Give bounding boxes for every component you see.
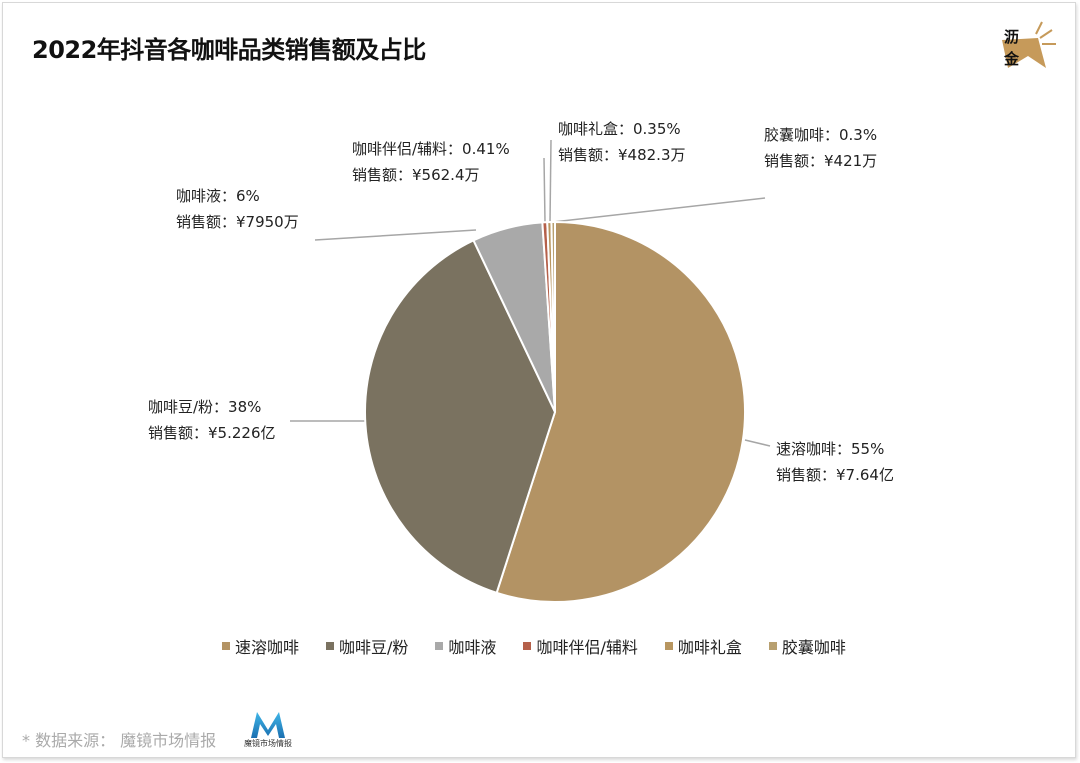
legend-label: 咖啡豆/粉: [339, 638, 409, 657]
leader-line: [543, 157, 546, 223]
legend-swatch: [435, 642, 444, 650]
legend-swatch: [523, 642, 532, 650]
label-pct: 咖啡豆/粉：38%: [148, 398, 262, 416]
chart-title: 2022年抖音各咖啡品类销售额及占比: [32, 36, 426, 64]
svg-text:金: 金: [1003, 50, 1020, 68]
label-pct: 咖啡液：6%: [176, 187, 260, 205]
label-liquid: 咖啡液：6% 销售额：¥7950万: [176, 183, 299, 235]
svg-text:沥: 沥: [1004, 28, 1019, 46]
legend-item[interactable]: 胶囊咖啡: [768, 634, 846, 658]
legend: 速溶咖啡 咖啡豆/粉 咖啡液 咖啡伴侣/辅料 咖啡礼盒 胶囊咖啡: [222, 634, 846, 658]
leader-line: [314, 229, 477, 241]
legend-item[interactable]: 咖啡豆/粉: [326, 634, 408, 658]
leader-line: [744, 439, 771, 447]
legend-item[interactable]: 速溶咖啡: [222, 634, 299, 658]
legend-label: 咖啡液: [448, 638, 497, 657]
legend-swatch: [326, 642, 335, 650]
legend-swatch: [664, 642, 673, 650]
label-sales: 销售额：¥562.4万: [352, 166, 480, 184]
legend-item[interactable]: 咖啡礼盒: [664, 634, 742, 658]
label-sales: 销售额：¥482.3万: [558, 146, 686, 164]
legend-swatch: [768, 642, 777, 650]
legend-label: 速溶咖啡: [235, 638, 300, 657]
label-sales: 销售额：¥7950万: [176, 213, 299, 231]
source-logo: 魔镜市场情报: [237, 710, 299, 754]
legend-label: 咖啡伴侣/辅料: [536, 638, 638, 657]
label-sales: 销售额：¥5.226亿: [148, 424, 276, 442]
label-beans: 咖啡豆/粉：38% 销售额：¥5.226亿: [148, 394, 276, 446]
pie-slice-1[interactable]: [364, 239, 557, 595]
legend-label: 咖啡礼盒: [677, 638, 742, 657]
legend-label: 胶囊咖啡: [781, 638, 846, 657]
label-sales: 销售额：¥7.64亿: [776, 466, 894, 484]
label-creamer: 咖啡伴侣/辅料：0.41% 销售额：¥562.4万: [352, 136, 510, 188]
brand-logo: 沥 金: [990, 18, 1060, 78]
data-source: * 数据来源： 魔镜市场情报: [22, 731, 217, 750]
legend-item[interactable]: 咖啡伴侣/辅料: [523, 634, 638, 658]
label-pct: 胶囊咖啡：0.3%: [764, 126, 878, 144]
label-pct: 咖啡礼盒：0.35%: [558, 120, 681, 138]
legend-item[interactable]: 咖啡液: [435, 634, 496, 658]
label-pct: 速溶咖啡：55%: [776, 440, 885, 458]
label-giftbox: 咖啡礼盒：0.35% 销售额：¥482.3万: [558, 116, 686, 168]
label-sales: 销售额：¥421万: [764, 152, 878, 170]
label-pct: 咖啡伴侣/辅料：0.41%: [352, 140, 510, 158]
legend-swatch: [222, 642, 230, 650]
label-instant: 速溶咖啡：55% 销售额：¥7.64亿: [776, 436, 894, 488]
pie-slice-0[interactable]: [495, 220, 746, 603]
source-logo-text: 魔镜市场情报: [244, 739, 292, 748]
leader-line: [552, 197, 766, 223]
pie-slice-5[interactable]: [550, 220, 556, 413]
label-capsule: 胶囊咖啡：0.3% 销售额：¥421万: [764, 122, 877, 174]
leader-line: [549, 139, 552, 223]
